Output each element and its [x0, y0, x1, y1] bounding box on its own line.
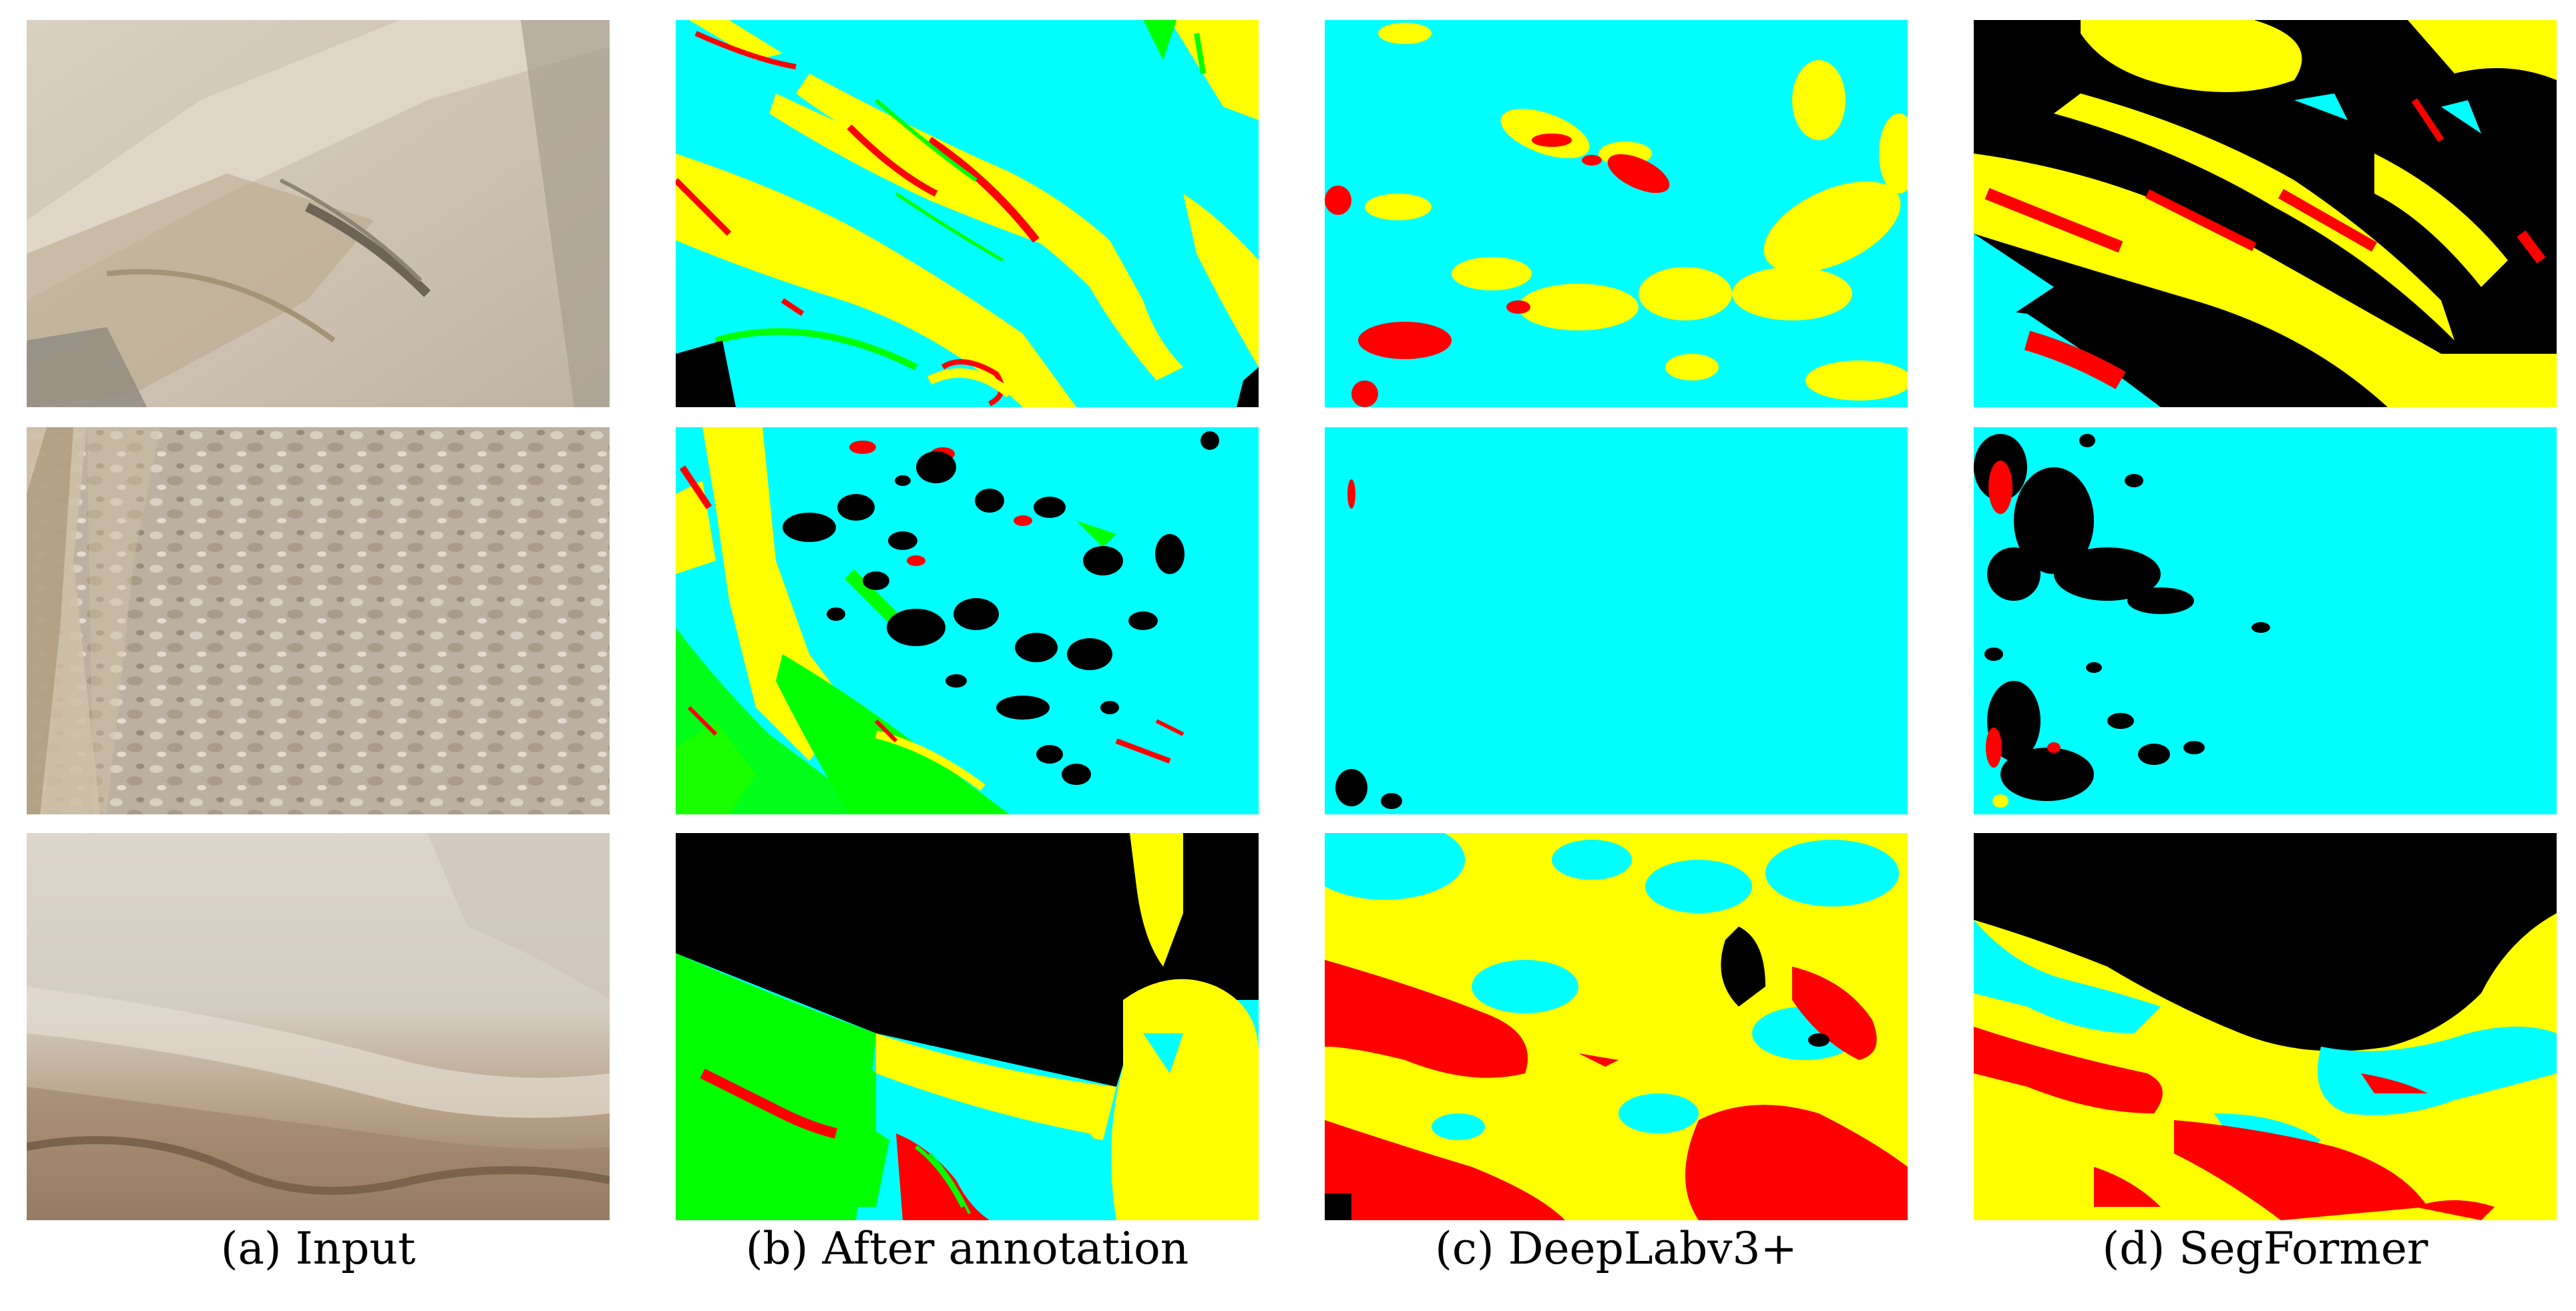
input-image-row2: [27, 427, 610, 814]
caption-segformer: (d) SegFormer: [2102, 1223, 2428, 1274]
caption-input: (a) Input: [220, 1223, 416, 1274]
annotation-mask-row2: [676, 427, 1259, 814]
segformer-mask-row1: [1974, 20, 2557, 407]
input-image-row3: [27, 833, 610, 1220]
segformer-mask-row2: [1974, 427, 2557, 814]
deeplab-mask-row1: [1325, 20, 1908, 407]
deeplab-mask-row2: [1325, 427, 1908, 814]
annotation-mask-row3: [676, 833, 1259, 1220]
segformer-mask-row3: [1974, 833, 2557, 1220]
caption-deeplabv3: (c) DeepLabv3+: [1435, 1223, 1797, 1274]
deeplab-mask-row3: [1325, 833, 1908, 1220]
annotation-mask-row1: [676, 20, 1259, 407]
caption-after-annotation: (b) After annotation: [745, 1223, 1189, 1274]
input-image-row1: [27, 20, 610, 407]
